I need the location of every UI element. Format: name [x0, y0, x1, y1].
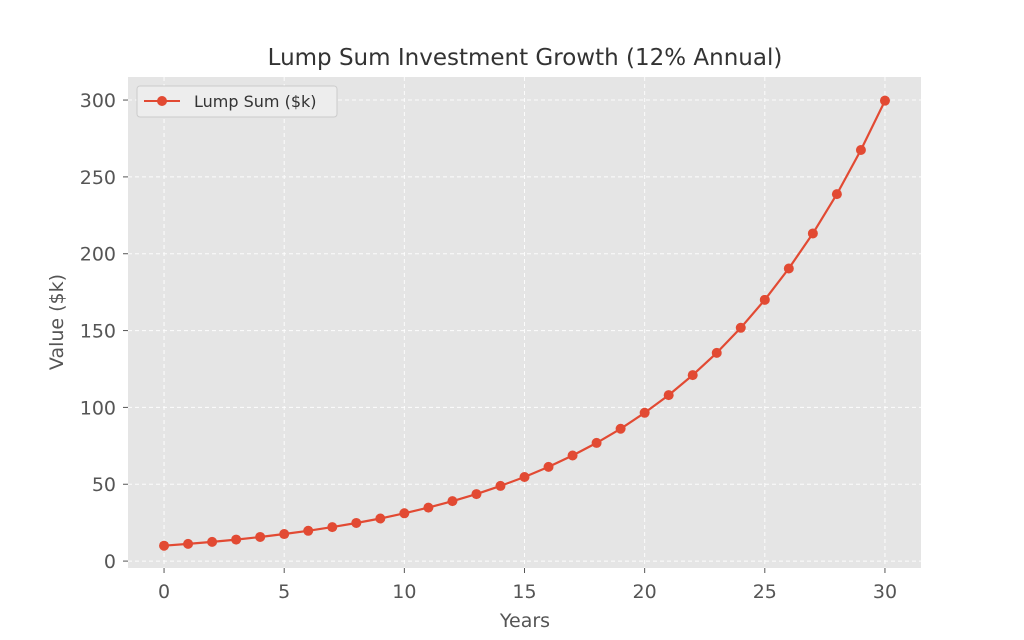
data-point	[783, 263, 794, 274]
legend-marker	[157, 96, 167, 106]
legend: Lump Sum ($k)	[136, 85, 338, 118]
data-point	[591, 437, 602, 448]
data-point	[759, 294, 770, 305]
data-point	[231, 534, 242, 545]
data-point	[303, 525, 314, 536]
y-axis-label: Value ($k)	[46, 274, 68, 370]
data-point	[279, 529, 290, 540]
data-point	[711, 347, 722, 358]
y-tick-label: 100	[80, 397, 116, 419]
data-point	[159, 540, 170, 551]
data-point	[255, 531, 266, 542]
x-tick-label: 15	[512, 581, 536, 603]
y-tick-label: 0	[104, 551, 116, 573]
data-point	[879, 95, 890, 106]
data-point	[807, 228, 818, 239]
y-tick-label: 200	[80, 244, 116, 266]
x-tick-label: 20	[633, 581, 657, 603]
y-tick-label: 50	[92, 474, 116, 496]
data-point	[495, 480, 506, 491]
data-point	[447, 496, 458, 507]
data-point	[615, 423, 626, 434]
chart-title: Lump Sum Investment Growth (12% Annual)	[268, 45, 783, 71]
data-point	[735, 322, 746, 333]
data-point	[471, 489, 482, 500]
x-tick-label: 0	[158, 581, 170, 603]
data-point	[423, 502, 434, 513]
x-axis-label: Years	[499, 610, 550, 632]
y-tick-label: 250	[80, 167, 116, 189]
data-point	[663, 390, 674, 401]
x-tick-label: 5	[278, 581, 290, 603]
data-point	[687, 370, 698, 381]
data-point	[183, 538, 194, 549]
grid-lines	[128, 77, 921, 568]
y-tick-label: 150	[80, 321, 116, 343]
data-point	[639, 407, 650, 418]
data-point	[567, 450, 578, 461]
data-point	[519, 472, 530, 483]
data-point	[207, 536, 218, 547]
data-point	[855, 144, 866, 155]
data-point	[399, 508, 410, 519]
x-tick-label: 10	[392, 581, 416, 603]
series-layer	[159, 95, 890, 551]
x-tick-label: 30	[873, 581, 897, 603]
data-point	[327, 522, 338, 533]
y-tick-label: 300	[80, 90, 116, 112]
legend-box	[136, 85, 338, 118]
data-point	[543, 461, 554, 472]
x-axis-ticks: 0 5 10 15 20 25 30	[158, 568, 897, 603]
x-tick-label: 25	[753, 581, 777, 603]
data-point	[351, 517, 362, 528]
data-point	[831, 189, 842, 200]
y-axis-ticks: 0 50 100 150 200 250 300	[80, 90, 128, 573]
legend-label: Lump Sum ($k)	[194, 92, 317, 111]
data-point	[375, 513, 386, 524]
